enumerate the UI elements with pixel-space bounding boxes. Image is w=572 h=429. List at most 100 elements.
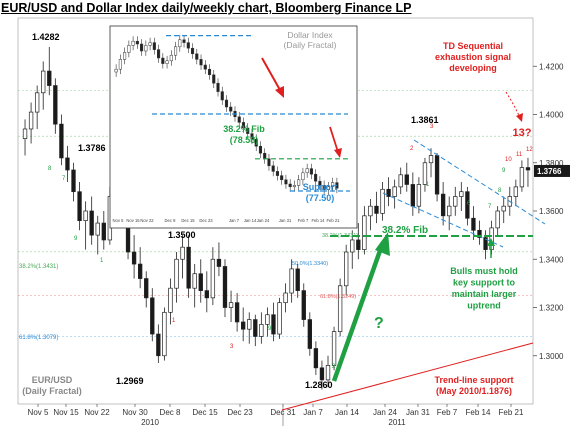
inset-candle-body: [118, 59, 122, 70]
candle-body: [34, 92, 40, 113]
inset-candle-body: [144, 45, 148, 52]
inset-candle-body: [331, 182, 335, 188]
candle-body: [241, 321, 246, 330]
y-tick-label: 1.3000: [539, 352, 564, 361]
inset-candle-body: [250, 133, 254, 140]
inset-arrow-head: [275, 86, 284, 98]
candle-body: [434, 155, 440, 195]
chart-name-label: (Daily Fractal): [22, 386, 82, 396]
inset-candle-body: [301, 172, 305, 181]
inset-x-tick-label: Nov 5: [113, 218, 125, 223]
candle-body: [301, 290, 306, 320]
candle-body: [168, 287, 173, 313]
candle-body: [216, 258, 222, 267]
candle-body: [265, 314, 270, 325]
question-mark: ?: [374, 315, 384, 332]
inset-support-label: Support: [303, 182, 338, 192]
inset-candle-body: [174, 46, 178, 56]
td-count-red: 2: [410, 146, 414, 152]
inset-x-tick-label: Jan 24: [257, 218, 270, 223]
inset-candle-body: [207, 68, 212, 76]
y-tick-label: 1.3800: [539, 159, 564, 168]
fib-label: 61.8%(1.3079): [19, 335, 58, 341]
inset-candle-body: [131, 40, 135, 46]
inset-candle-body: [140, 43, 144, 52]
candle-body: [204, 290, 209, 299]
y-tick-label: 1.3400: [539, 255, 564, 264]
inset-arrow: [261, 57, 281, 91]
inset-candle-body: [258, 145, 263, 154]
td-count-green: 9: [268, 326, 272, 332]
inset-candle-body: [190, 47, 195, 55]
td-count-red: 3: [430, 124, 434, 130]
uptrend-arrow-shaft: [331, 244, 385, 382]
y-tick-label: 1.3600: [539, 207, 564, 216]
x-tick-label: Jan 31: [406, 408, 431, 417]
candle-body: [447, 205, 452, 217]
fib-label: 38.2%(1.3431): [322, 233, 358, 239]
inset-x-tick-label: Jan 14: [244, 218, 257, 223]
candle-body: [374, 205, 379, 214]
candle-body: [101, 222, 106, 241]
x-tick-label: Dec 15: [192, 408, 218, 417]
inset-candle-body: [297, 179, 301, 186]
candle-body: [362, 215, 367, 250]
candle-body: [356, 239, 361, 250]
candle-body: [77, 191, 82, 221]
candle-body: [71, 169, 76, 193]
fib-label: 38.2%(1.3431): [19, 264, 58, 270]
inset-candle-body: [229, 106, 233, 112]
inset-arrow-head: [334, 148, 342, 158]
td-sequential-note: TD Sequential: [443, 41, 503, 51]
candle-body: [156, 333, 161, 357]
candle-body: [380, 188, 385, 214]
inset-candle-body: [178, 39, 182, 48]
year-label: 2011: [388, 418, 406, 427]
inset-candle-body: [335, 182, 339, 189]
x-tick-label: Dec 8: [160, 408, 181, 417]
last-price-box: [534, 164, 570, 177]
candle-body: [210, 258, 216, 299]
x-tick-label: Jan 14: [335, 408, 360, 417]
inset-fib-label: (78.58): [230, 135, 259, 145]
candle-body: [465, 191, 470, 219]
candle-body: [501, 205, 506, 212]
x-tick-label: Dec 23: [227, 408, 253, 417]
candle-body: [404, 174, 409, 185]
td-count-red: 11: [516, 152, 523, 158]
candle-body: [144, 278, 149, 299]
inset-candle-body: [280, 175, 284, 181]
price-label-low: 1.2860: [305, 380, 333, 390]
inset-candle-body: [288, 183, 292, 188]
candle-body: [222, 266, 228, 308]
td-count-green: 7: [62, 176, 66, 182]
price-label: 1.3500: [168, 230, 196, 240]
candle-body: [319, 367, 325, 381]
candle-body: [95, 222, 100, 236]
inset-candle-body: [292, 185, 296, 188]
inset-candle-body: [318, 180, 322, 186]
support-arrow-head: [487, 238, 495, 246]
x-tick-label: Jan 7: [303, 408, 323, 417]
td-count-green: 8: [498, 188, 502, 194]
td-count-green: 9: [74, 236, 78, 242]
td-arrow: [505, 91, 521, 119]
inset-candle-body: [220, 91, 224, 101]
candle-body: [295, 268, 300, 291]
inset-candle-body: [254, 138, 258, 147]
x-tick-label: Feb 7: [437, 408, 458, 417]
candle-body: [350, 239, 355, 253]
inset-x-tick-label: Jan 31: [279, 218, 292, 223]
inset-candle-body: [161, 57, 165, 64]
td-count-red: 1: [172, 318, 176, 324]
inset-candle-body: [271, 165, 275, 172]
candle-body: [137, 263, 143, 279]
inset-candle-body: [216, 82, 220, 92]
candle-body: [453, 196, 458, 207]
candle-body: [162, 311, 167, 357]
candle-body: [41, 70, 46, 94]
bulls-note: key support to: [453, 278, 516, 288]
x-tick-label: Feb 14: [466, 408, 491, 417]
td-sequential-note: developing: [449, 63, 497, 73]
